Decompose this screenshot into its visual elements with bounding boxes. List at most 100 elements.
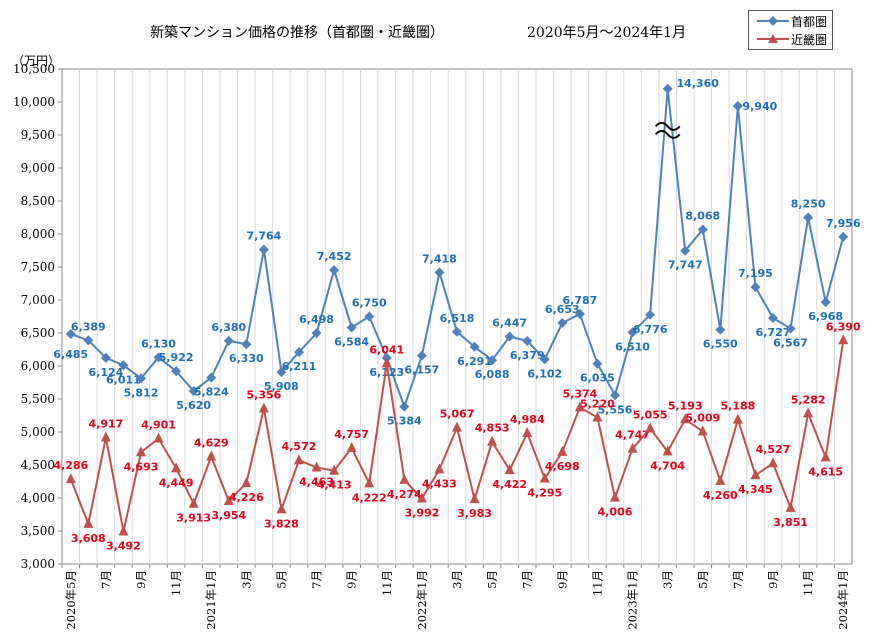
shutoken-data-label: 7,452 — [317, 250, 352, 263]
x-tick-label: 3月 — [661, 570, 675, 589]
chart-title: 新築マンション価格の推移（首都圏・近畿圏） — [150, 25, 444, 41]
kinki-point — [557, 445, 568, 456]
shutoken-point — [750, 282, 761, 293]
x-tick-label: 5月 — [485, 570, 499, 589]
kinki-point — [83, 517, 94, 528]
shutoken-point — [118, 360, 129, 371]
kinki-point — [188, 497, 199, 508]
kinki-data-label: 4,698 — [545, 460, 580, 473]
shutoken-data-label: 5,384 — [387, 415, 422, 428]
shutoken-point — [838, 231, 849, 242]
shutoken-data-label: 7,418 — [422, 252, 457, 265]
shutoken-point — [662, 83, 673, 94]
kinki-point — [381, 357, 392, 368]
kinki-data-label: 5,188 — [720, 400, 755, 413]
shutoken-data-label: 5,922 — [159, 351, 194, 364]
shutoken-point — [311, 328, 322, 339]
kinki-data-label: 4,260 — [703, 489, 738, 502]
shutoken-point — [680, 245, 691, 256]
kinki-data-label: 4,345 — [738, 483, 773, 496]
kinki-data-label: 3,992 — [404, 507, 439, 520]
kinki-data-label: 4,413 — [317, 479, 352, 492]
kinki-data-label: 4,274 — [387, 488, 422, 501]
kinki-data-label: 5,282 — [791, 393, 826, 406]
kinki-point — [294, 454, 304, 465]
y-tick-label: 5,500 — [21, 392, 55, 406]
kinki-data-label: 4,463 — [299, 475, 334, 488]
x-tick-label: 11月 — [169, 570, 183, 596]
x-tick-label: 9月 — [766, 570, 780, 589]
shutoken-point — [539, 354, 550, 365]
shutoken-point — [627, 327, 638, 338]
y-tick-label: 9,500 — [21, 128, 55, 142]
shutoken-point — [258, 244, 269, 255]
shutoken-data-label: 6,447 — [492, 316, 527, 329]
shutoken-data-label: 9,940 — [742, 100, 777, 113]
shutoken-data-label: 6,157 — [404, 364, 439, 377]
y-tick-label: 8,000 — [21, 227, 55, 241]
kinki-point — [820, 451, 831, 462]
shutoken-point — [557, 317, 568, 328]
kinki-point — [592, 411, 603, 422]
kinki-point — [645, 422, 656, 433]
kinki-point — [452, 421, 462, 432]
kinki-point — [136, 446, 146, 457]
kinki-point — [276, 503, 287, 514]
kinki-point — [469, 493, 480, 504]
shutoken-data-label: 6,379 — [510, 349, 545, 362]
kinki-point — [434, 463, 445, 474]
kinki-point — [715, 474, 726, 485]
kinki-data-label: 4,615 — [808, 465, 843, 478]
kinki-data-label: 5,220 — [580, 397, 615, 410]
shutoken-point — [329, 265, 340, 276]
shutoken-data-label: 6,653 — [545, 303, 580, 316]
shutoken-data-label: 6,130 — [141, 337, 176, 350]
shutoken-point — [276, 367, 287, 378]
x-tick-label: 5月 — [696, 570, 710, 589]
x-tick-label: 3月 — [450, 570, 464, 589]
kinki-data-label: 5,193 — [668, 399, 703, 412]
y-tick-label: 6,500 — [21, 326, 55, 340]
kinki-data-label: 4,433 — [422, 477, 457, 490]
shutoken-data-label: 6,330 — [229, 352, 264, 365]
shutoken-point — [65, 328, 76, 339]
chart-period: 2020年5月～2024年1月 — [527, 25, 687, 41]
kinki-point — [697, 425, 708, 436]
kinki-data-label: 4,629 — [194, 436, 229, 449]
kinki-data-label: 4,572 — [282, 440, 317, 453]
kinki-point — [627, 442, 638, 453]
shutoken-point — [469, 341, 480, 352]
shutoken-point — [241, 339, 252, 350]
axis-break-wave — [654, 121, 681, 131]
shutoken-data-label: 6,389 — [71, 320, 106, 333]
kinki-point — [223, 495, 234, 506]
shutoken-point — [487, 355, 498, 366]
kinki-data-label: 5,356 — [246, 389, 281, 402]
shutoken-data-label: 6,485 — [53, 348, 88, 361]
shutoken-point — [732, 100, 743, 111]
shutoken-data-label: 8,250 — [791, 198, 826, 211]
shutoken-data-label: 6,567 — [773, 337, 808, 350]
shutoken-point — [364, 311, 375, 322]
x-tick-label: 7月 — [520, 570, 534, 589]
kinki-data-label: 4,704 — [650, 460, 685, 473]
shutoken-point — [697, 224, 708, 235]
kinki-point — [364, 477, 375, 488]
y-tick-label: 6,000 — [21, 359, 55, 373]
x-tick-label: 2024年1月 — [836, 570, 850, 630]
shutoken-data-label: 8,068 — [685, 210, 720, 223]
kinki-data-label: 4,984 — [510, 413, 545, 426]
kinki-point — [346, 442, 357, 453]
shutoken-data-label: 6,518 — [440, 312, 475, 325]
kinki-point — [329, 464, 340, 475]
shutoken-data-label: 5,620 — [176, 399, 211, 412]
shutoken-point — [223, 335, 234, 346]
legend: 首都圏 近畿圏 — [748, 10, 833, 50]
x-tick-label: 11月 — [801, 570, 815, 596]
y-tick-label: 10,500 — [13, 62, 55, 76]
axis-break-icon — [654, 121, 681, 139]
shutoken-data-label: 7,747 — [668, 259, 703, 272]
kinki-point — [662, 445, 673, 456]
shutoken-point — [434, 267, 445, 278]
kinki-data-label: 4,286 — [53, 459, 88, 472]
